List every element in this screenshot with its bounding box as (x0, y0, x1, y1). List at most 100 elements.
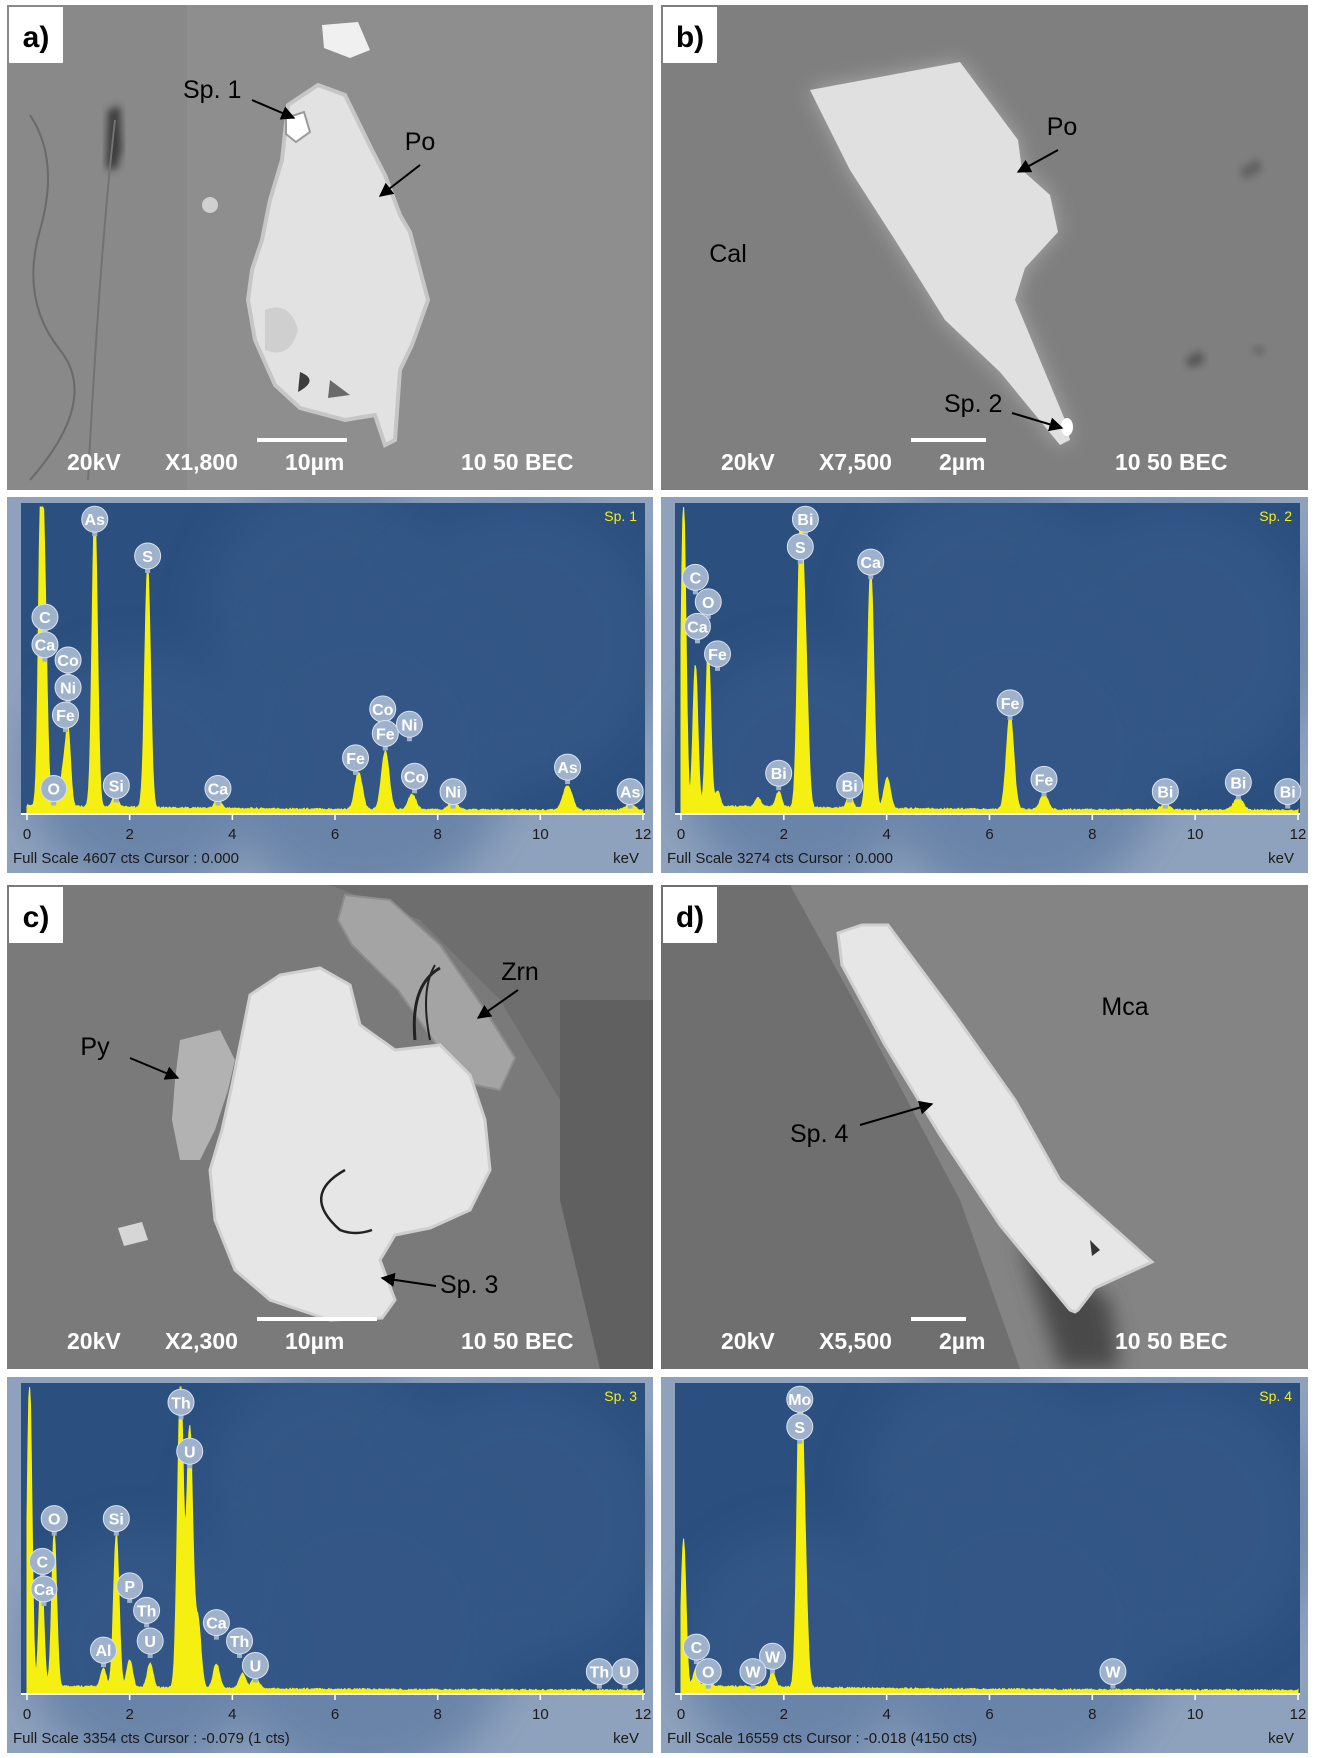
element-label-bi: Bi (1151, 778, 1179, 809)
element-symbol: Bi (771, 766, 787, 783)
x-tick-label: 0 (677, 826, 685, 843)
sem-scale-label: 10µm (285, 449, 344, 475)
spot-arrow (1011, 412, 1064, 432)
x-tick-label: 8 (433, 826, 441, 843)
x-tick-label: 10 (532, 1706, 549, 1723)
element-symbol: C (690, 570, 702, 587)
element-symbol: Ni (60, 681, 76, 698)
full-scale-label: Full Scale (13, 1730, 79, 1747)
element-label-bi: Bi (1274, 778, 1302, 809)
element-label-circle (241, 1651, 269, 1679)
element-label-fe: Fe (1030, 765, 1058, 797)
element-label-circle (1030, 765, 1058, 793)
element-label-ni: Ni (395, 710, 423, 742)
element-label-fe: Fe (996, 689, 1024, 720)
element-label-ni: Ni (54, 674, 82, 705)
element-label-circle (40, 1505, 68, 1533)
element-symbol: C (691, 1640, 703, 1657)
pyrite-grain (172, 1030, 235, 1160)
x-tick-label: 12 (1290, 1706, 1307, 1723)
element-label-u: U (611, 1658, 639, 1689)
panel-letter-box (9, 7, 63, 63)
sem-panel-c-overlay: c) Zrn Py Sp. 3 20kV X2,300 10µm 10 50 BEC (9, 887, 574, 1354)
element-label-circle (857, 548, 885, 576)
grain-texture (265, 307, 298, 353)
full-scale-label: Full Scale (13, 850, 79, 867)
element-label-bi: Bi (791, 505, 819, 537)
spectrum-trace (680, 506, 1299, 814)
element-label-o: O (40, 775, 68, 806)
full-scale-label: Full Scale (667, 850, 733, 867)
sem-magnification: X5,500 (819, 1328, 892, 1354)
watermark-blob (868, 1482, 1169, 1753)
element-label-circle (1099, 1658, 1127, 1686)
spectrum-spot-tag: Sp. 1 (604, 508, 637, 524)
label-arrow (129, 1057, 180, 1080)
sem-magnification: X2,300 (165, 1328, 238, 1354)
element-symbol: Al (95, 1643, 111, 1660)
matrix-region (560, 1000, 653, 1369)
x-tick-label: 10 (1187, 826, 1204, 843)
sem-voltage: 20kV (721, 1328, 775, 1354)
grain-texture (320, 1168, 373, 1235)
x-tick-label: 4 (228, 1706, 236, 1723)
spectrum-spot-tag: Sp. 4 (1259, 1388, 1292, 1404)
element-symbol: Ni (445, 785, 461, 802)
element-label-fe: Fe (371, 719, 399, 751)
x-tick-label: 2 (125, 826, 133, 843)
element-label-s: S (134, 542, 162, 573)
element-label-circle (81, 505, 109, 533)
mineral-label: Mca (1101, 993, 1148, 1021)
element-symbol: Fe (1035, 772, 1054, 789)
element-label-circle (996, 689, 1024, 717)
full-scale-counts: 16559 (737, 1730, 779, 1747)
element-symbol: Fe (708, 647, 727, 664)
thorite-grain (208, 966, 492, 1322)
element-label-circle (167, 1388, 195, 1416)
element-symbol: U (184, 1444, 196, 1461)
element-label-circle (791, 505, 819, 533)
element-label-circle (89, 1636, 117, 1664)
element-label-p: P (116, 1572, 144, 1603)
spectrum-footer: Full Scale 16559 cts Cursor : -0.018 (41… (667, 1730, 977, 1747)
element-label-c: C (28, 1547, 56, 1579)
element-label-u: U (241, 1651, 269, 1683)
element-label-si: Si (102, 1505, 130, 1536)
element-symbol: Ca (861, 555, 882, 572)
sem-detector-mode: 10 50 BEC (1115, 1328, 1228, 1354)
x-tick-label: 12 (1290, 826, 1307, 843)
energy-unit: keV (1268, 850, 1294, 867)
spot-label: Sp. 1 (183, 76, 241, 104)
spectrum-footer: Full Scale 4607 cts Cursor : 0.000 (13, 850, 239, 867)
x-tick-label: 6 (331, 826, 339, 843)
x-tick-label: 10 (532, 826, 549, 843)
mineral-label: Zrn (501, 958, 539, 986)
element-symbol: Ca (34, 1582, 55, 1599)
element-symbol: Fe (56, 708, 75, 725)
element-symbol: O (702, 595, 714, 612)
element-label-al: Al (89, 1636, 117, 1668)
watermark-blob (214, 602, 515, 873)
label-arrow (1016, 149, 1059, 173)
pyrrhotite-grain (810, 62, 1070, 445)
small-grain (202, 197, 218, 213)
element-symbol: Th (230, 1634, 250, 1651)
element-label-circle (694, 588, 722, 616)
x-tick-label: 4 (882, 1706, 890, 1723)
element-label-circle (54, 646, 82, 674)
element-symbol: P (124, 1579, 135, 1596)
sem-voltage: 20kV (721, 449, 775, 475)
element-label-ca: Ca (204, 775, 232, 806)
element-label-s: S (786, 533, 814, 564)
sem-panel-c (7, 885, 653, 1369)
element-label-ca: Ca (30, 1575, 58, 1606)
pyrrhotite-grain (245, 82, 431, 448)
element-symbol: Ca (35, 638, 56, 655)
element-label-ni: Ni (439, 778, 467, 809)
element-label-circle (52, 701, 79, 729)
element-label-circle (682, 1633, 710, 1661)
spot-arrow (251, 99, 296, 120)
energy-unit: keV (1268, 1730, 1294, 1747)
x-tick-label: 6 (985, 826, 993, 843)
